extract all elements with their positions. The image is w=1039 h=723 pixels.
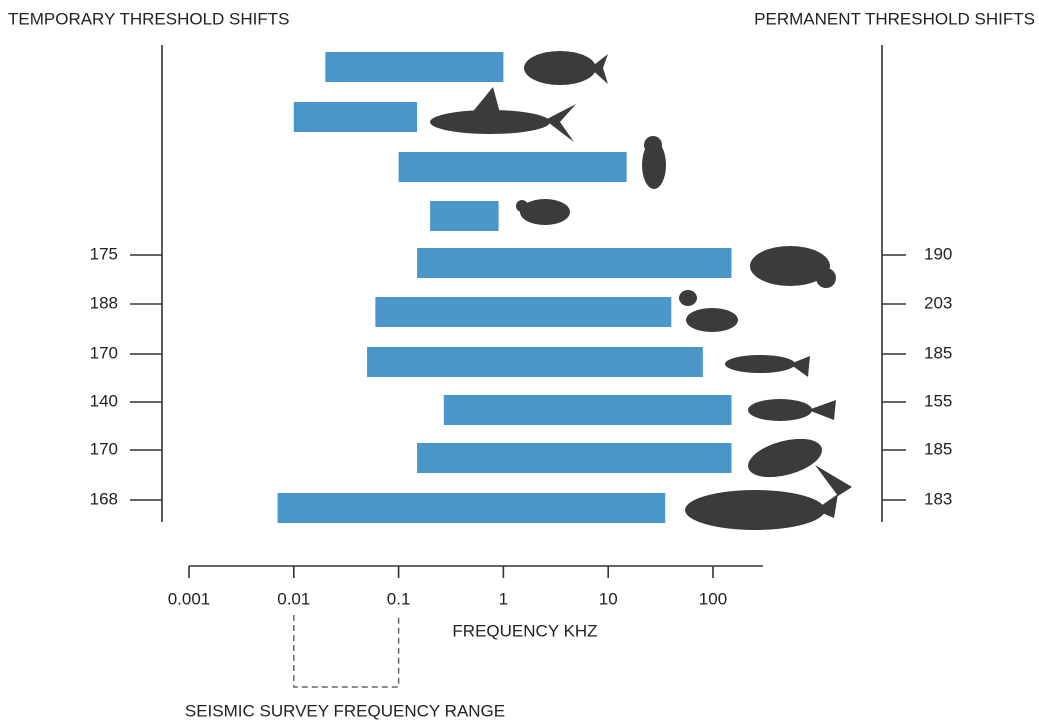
x-tick-label: 100 — [699, 589, 727, 608]
permanent-value: 185 — [924, 439, 952, 458]
temporary-value: 168 — [90, 489, 118, 508]
temporary-value: 188 — [90, 293, 118, 312]
permanent-value: 203 — [924, 293, 952, 312]
left-axis-title: TEMPORARY THRESHOLD SHIFTS — [8, 9, 290, 28]
permanent-value: 183 — [924, 489, 952, 508]
temporary-value: 140 — [90, 391, 118, 410]
bar — [398, 152, 627, 182]
range-label: SEISMIC SURVEY FREQUENCY RANGE — [185, 701, 505, 720]
bar — [367, 347, 703, 377]
animal-silhouettes — [430, 51, 852, 530]
permanent-value: 190 — [924, 244, 952, 263]
seismic-range — [293, 615, 400, 688]
bar — [325, 52, 504, 82]
x-axis-title: FREQUENCY KHZ — [452, 621, 597, 640]
bar — [293, 102, 418, 132]
bar — [417, 248, 732, 278]
x-tick-label: 0.1 — [387, 589, 411, 608]
bar — [417, 443, 732, 473]
x-tick-label: 10 — [599, 589, 618, 608]
bar — [375, 297, 672, 327]
temporary-value: 170 — [90, 439, 118, 458]
permanent-value: 155 — [924, 391, 952, 410]
right-axis-title: PERMANENT THRESHOLD SHIFTS — [754, 9, 1035, 28]
bar — [430, 201, 499, 231]
x-tick-label: 0.01 — [277, 589, 310, 608]
permanent-value: 185 — [924, 343, 952, 362]
temporary-value: 170 — [90, 343, 118, 362]
temporary-value: 175 — [90, 244, 118, 263]
bar — [277, 493, 666, 523]
x-tick-label: 1 — [499, 589, 508, 608]
x-tick-label: 0.001 — [168, 589, 211, 608]
bar — [443, 395, 732, 425]
